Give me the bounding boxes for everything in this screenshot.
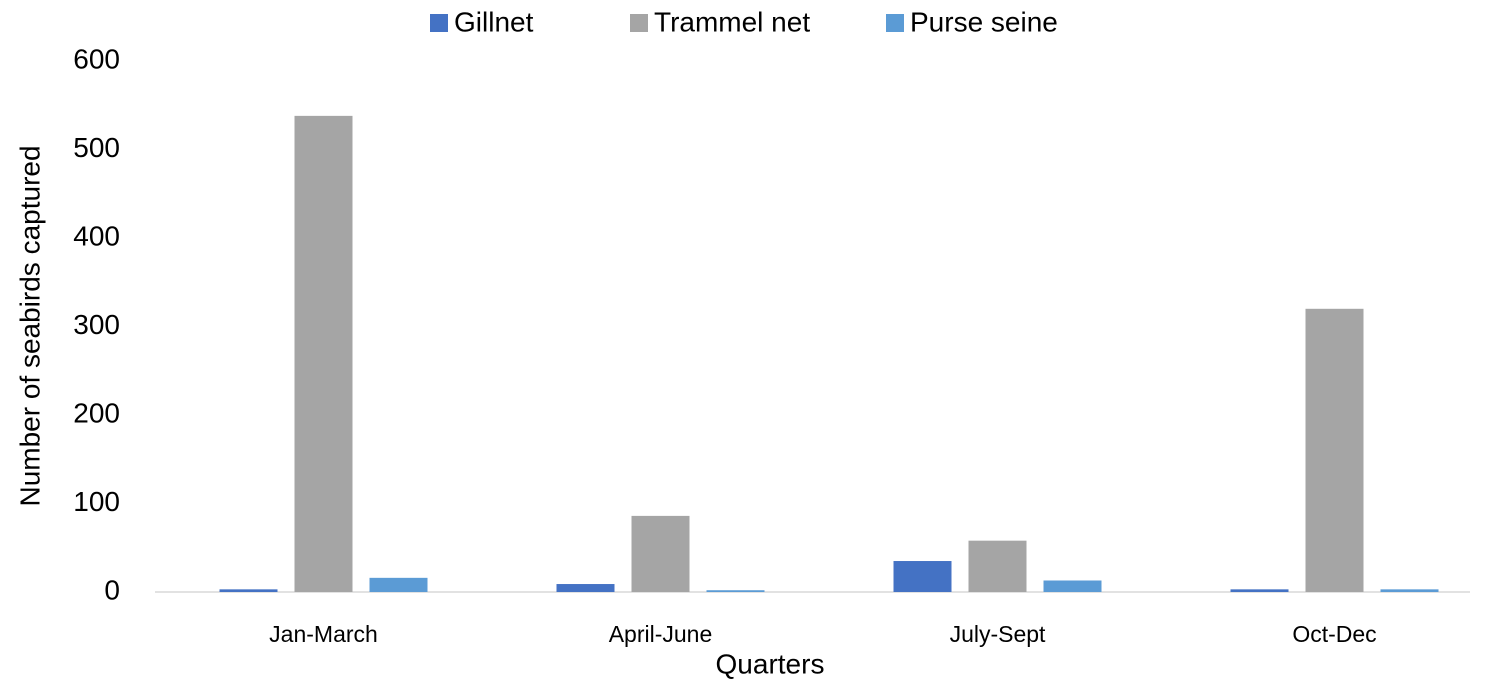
legend-swatch [886, 14, 904, 32]
bar [1380, 589, 1439, 592]
y-tick-label: 100 [73, 486, 120, 517]
bar [1305, 308, 1364, 592]
y-axis-title: Number of seabirds captured [14, 145, 45, 506]
x-tick-label: Jan-March [269, 621, 378, 647]
x-tick-label: July-Sept [950, 621, 1046, 647]
y-tick-label: 400 [73, 220, 120, 251]
bar [294, 115, 353, 593]
y-tick-label: 200 [73, 397, 120, 428]
legend-label: Trammel net [654, 6, 810, 37]
bar [1230, 589, 1289, 592]
y-tick-label: 0 [104, 574, 120, 605]
bar [369, 577, 428, 592]
x-axis-title: Quarters [716, 648, 825, 679]
bar [706, 590, 765, 592]
legend-label: Gillnet [454, 6, 534, 37]
legend-label: Purse seine [910, 6, 1058, 37]
y-tick-label: 300 [73, 309, 120, 340]
x-tick-label: April-June [609, 621, 713, 647]
bar [631, 515, 690, 592]
x-tick-label: Oct-Dec [1292, 621, 1376, 647]
legend-swatch [630, 14, 648, 32]
legend-swatch [430, 14, 448, 32]
y-tick-label: 500 [73, 132, 120, 163]
bar [893, 561, 952, 592]
y-tick-label: 600 [73, 43, 120, 74]
bar [968, 540, 1027, 592]
bar [219, 589, 278, 592]
bar [556, 584, 615, 592]
bar [1043, 580, 1102, 592]
